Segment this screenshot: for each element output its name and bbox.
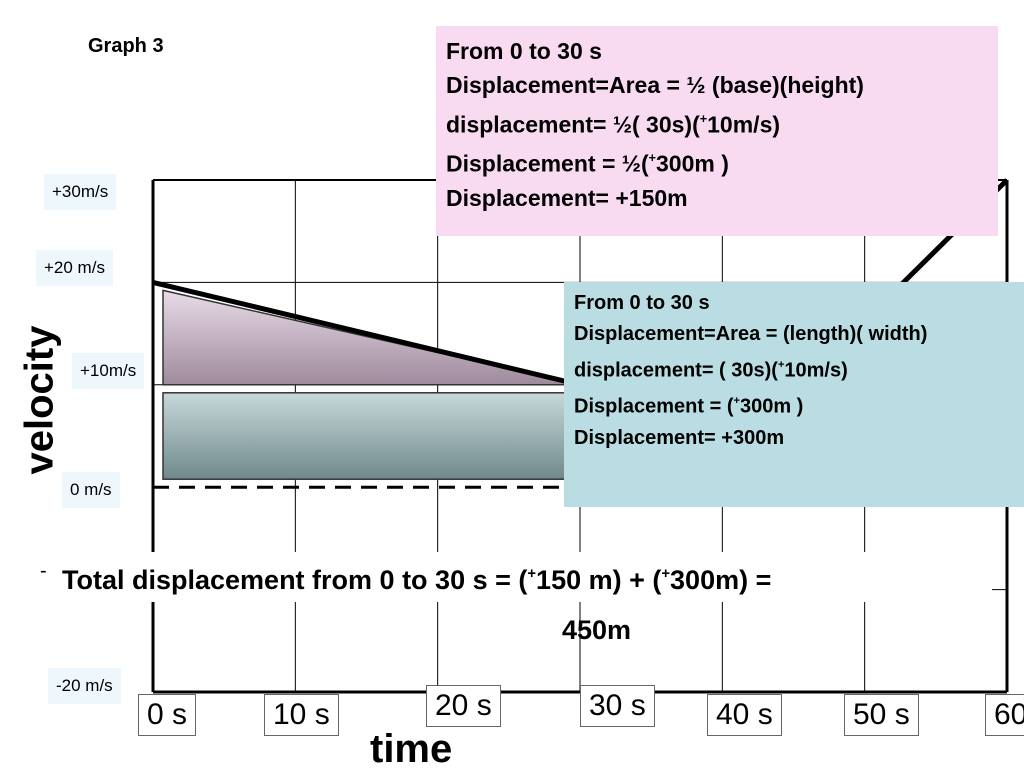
y-tick-label: +10m/s — [72, 353, 145, 389]
x-tick-label: 30 s — [580, 685, 655, 727]
rectangle-line-4: Displacement = (+300m ) — [574, 395, 804, 418]
total-displacement-result: 450m — [562, 615, 632, 645]
graph-title: Graph 3 — [88, 35, 164, 57]
triangle-line-3: displacement= ½( 30s)(+10m/s) — [446, 111, 781, 138]
y-tick-label: +30m/s — [44, 174, 117, 210]
series-line-1 — [152, 279, 581, 388]
y-axis-label: velocity — [17, 325, 62, 475]
rectangle-line-1: From 0 to 30 s — [574, 292, 710, 314]
y-tick-label: +20 m/s — [36, 250, 113, 286]
x-tick-label: 40 s — [707, 694, 782, 736]
rectangle-area-annotation: From 0 to 30 s Displacement=Area = (leng… — [564, 282, 1024, 507]
triangle-area-annotation: From 0 to 30 s Displacement=Area = ½ (ba… — [436, 26, 998, 236]
triangle-line-2: Displacement=Area = ½ (base)(height) — [446, 72, 864, 98]
total-dash: - — [40, 560, 47, 582]
x-axis-label: time — [370, 727, 453, 771]
x-tick-label: 0 s — [138, 694, 197, 736]
x-tick-label: 20 s — [426, 685, 501, 727]
shaded-regions — [162, 289, 581, 480]
shaded-rectangle — [162, 392, 581, 480]
x-tick-label: 60 — [985, 694, 1024, 736]
rectangle-line-5: Displacement= +300m — [574, 426, 785, 449]
triangle-line-1: From 0 to 30 s — [446, 38, 602, 64]
triangle-line-5: Displacement= +150m — [446, 184, 688, 211]
triangle-line-4: Displacement = ½(+300m ) — [446, 150, 729, 177]
shaded-triangle — [162, 289, 581, 386]
y-tick-label: -20 m/s — [48, 668, 121, 704]
total-displacement-text: Total displacement from 0 to 30 s = (+15… — [52, 552, 992, 603]
rectangle-line-3: displacement= ( 30s)(+10m/s) — [574, 359, 848, 382]
rectangle-line-2: Displacement=Area = (length)( width) — [574, 323, 928, 345]
y-tick-label: 0 m/s — [62, 472, 120, 508]
x-tick-label: 10 s — [264, 694, 339, 736]
x-tick-label: 50 s — [844, 694, 919, 736]
